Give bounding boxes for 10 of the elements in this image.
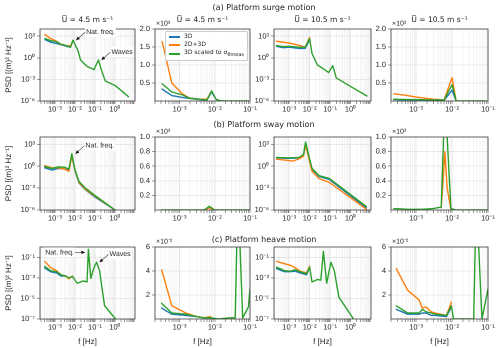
chart-subtitle: (c) Platform heave motion xyxy=(212,234,316,245)
y-axis-title: PSD [(m)² Hz⁻¹] xyxy=(4,255,14,311)
x-axis-title: f [Hz] xyxy=(78,337,97,346)
y-axis-title: PSD [(m)² Hz⁻¹] xyxy=(4,146,14,202)
x-axis-title: f [Hz] xyxy=(193,337,212,346)
chart-subtitle: (a) Platform surge motion xyxy=(212,2,316,13)
chart-subtitle: (b) Platform sway motion xyxy=(213,119,315,130)
x-axis-title: f [Hz] xyxy=(430,337,449,346)
x-axis-title: f [Hz] xyxy=(313,337,332,346)
y-axis-title: PSD [(m)² Hz⁻¹] xyxy=(4,37,14,93)
